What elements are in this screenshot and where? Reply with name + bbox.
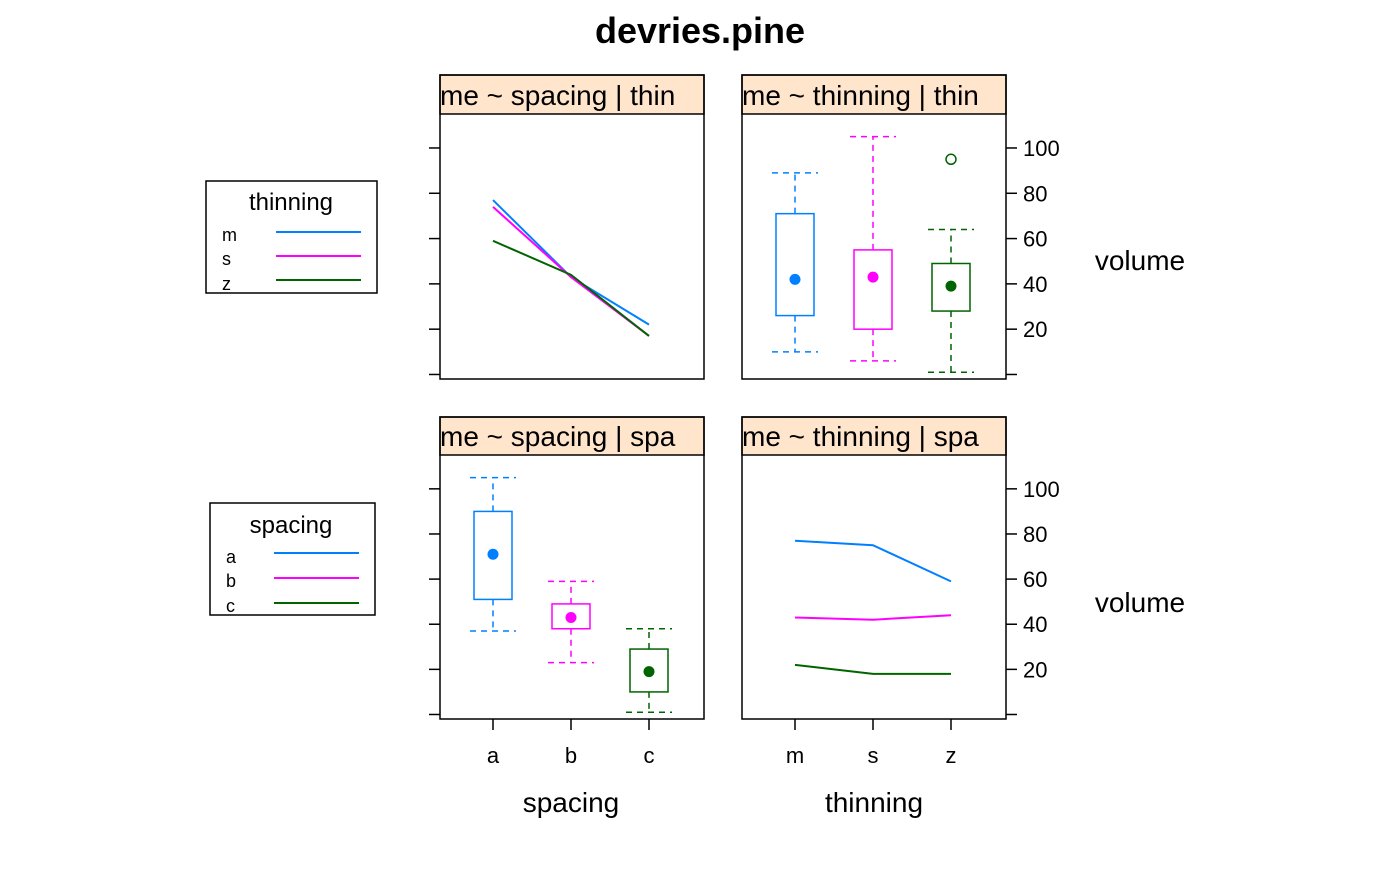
legend-spacing-label-b: b xyxy=(226,571,236,591)
x-axis-label-spacing: spacing xyxy=(523,787,620,818)
y-tick-label: 80 xyxy=(1023,522,1047,547)
median-dot-s xyxy=(867,271,879,283)
y-tick-label: 40 xyxy=(1023,272,1047,297)
legend-spacing-label-a: a xyxy=(226,547,237,567)
series-line-a xyxy=(794,539,952,583)
series-line-z xyxy=(492,239,650,337)
x-tick-label: b xyxy=(565,743,577,768)
y-axis-label-top: volume xyxy=(1095,245,1185,276)
y-tick-label: 20 xyxy=(1023,657,1047,682)
series-line-c xyxy=(794,663,951,675)
legend-thinning-label-m: m xyxy=(222,225,237,245)
legend-thinning-title: thinning xyxy=(249,189,333,216)
legend-spacing: spacing a b c xyxy=(209,502,376,616)
panels: me ~ spacing | thin me ~ thinning | thin 1… xyxy=(429,74,1060,768)
chart-title: devries.pine xyxy=(595,10,805,51)
median-dot-c xyxy=(643,666,655,678)
y-tick-label: 100 xyxy=(1023,477,1060,502)
box-m xyxy=(775,212,815,317)
y-tick-label: 60 xyxy=(1023,567,1047,592)
box-a xyxy=(473,510,513,601)
strip-label: me ~ thinning | thin xyxy=(742,80,979,111)
legend-thinning-box xyxy=(205,180,378,294)
y-tick-label: 100 xyxy=(1023,136,1060,161)
y-tick-label: 20 xyxy=(1023,317,1047,342)
legend-spacing-label-c: c xyxy=(226,596,235,616)
x-axis-label-thinning: thinning xyxy=(825,787,923,818)
median-dot-z xyxy=(945,280,957,292)
panel-2: me ~ thinning | thin 100 80 60 40 20 xyxy=(741,74,1060,380)
outlier-z xyxy=(945,153,957,166)
x-tick-label: c xyxy=(644,743,655,768)
panel-1: me ~ spacing | thin xyxy=(429,74,705,380)
y-tick-label: 40 xyxy=(1023,612,1047,637)
strip-label: me ~ spacing | thin xyxy=(440,80,675,111)
box-s xyxy=(853,249,893,330)
series-line-m xyxy=(492,199,650,326)
x-tick-label: m xyxy=(786,743,804,768)
panel-border xyxy=(741,74,1007,380)
legend-thinning: thinning m s z xyxy=(205,180,378,294)
legend-thinning-label-s: s xyxy=(222,249,231,269)
panel-4: me ~ thinning | spa 100 80 60 40 20 m s z xyxy=(741,416,1060,768)
legend-spacing-title: spacing xyxy=(250,512,333,539)
panel-3: me ~ spacing | spa a b c xyxy=(429,416,705,768)
x-tick-label: s xyxy=(868,743,879,768)
x-tick-label: a xyxy=(487,743,500,768)
series-line-b xyxy=(794,614,952,621)
median-dot-a xyxy=(487,548,499,560)
strip-label: me ~ spacing | spa xyxy=(440,421,676,452)
y-axis-label-bottom: volume xyxy=(1095,587,1185,618)
strip-label: me ~ thinning | spa xyxy=(742,421,979,452)
panel-border xyxy=(741,416,1007,720)
strip-background xyxy=(741,74,1007,115)
y-tick-label: 60 xyxy=(1023,227,1047,252)
x-tick-label: z xyxy=(946,743,957,768)
panel-border xyxy=(439,416,705,720)
y-tick-label: 80 xyxy=(1023,181,1047,206)
median-dot-b xyxy=(565,611,577,623)
legend-spacing-box xyxy=(209,502,376,616)
legend-thinning-label-z: z xyxy=(222,274,231,294)
panel-border xyxy=(439,74,705,380)
median-dot-m xyxy=(789,273,801,285)
